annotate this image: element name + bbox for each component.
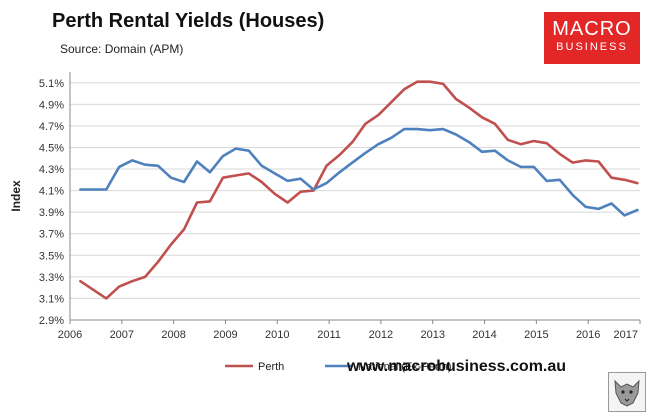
footer-url[interactable]: www.macrobusiness.com.au — [347, 358, 567, 375]
macrobusiness-logo: MACRO BUSINESS — [544, 12, 640, 64]
chart-title: Perth Rental Yields (Houses) — [52, 10, 325, 32]
y-tick-label: 3.9% — [39, 207, 64, 219]
y-tick-label: 4.5% — [39, 142, 64, 154]
logo-line-2: BUSINESS — [556, 41, 628, 53]
x-tick-label: 2007 — [110, 329, 134, 341]
x-tick-label: 2013 — [420, 329, 444, 341]
y-tick-label: 4.1% — [39, 186, 64, 198]
wolf-icon-graphic — [614, 379, 640, 407]
x-tick-label: 2009 — [213, 329, 237, 341]
series-line-perth — [79, 80, 639, 300]
y-tick-label: 5.1% — [39, 78, 64, 90]
legend-label-national: National (Ex-Perth) — [358, 361, 452, 373]
y-tick-label: 3.1% — [39, 293, 64, 305]
chart-source: Source: Domain (APM) — [60, 42, 184, 56]
x-tick-label: 2006 — [58, 329, 82, 341]
y-tick-label: 3.7% — [39, 229, 64, 241]
y-axis-title: Index — [9, 180, 23, 212]
legend-label-perth: Perth — [258, 361, 284, 373]
y-tick-label: 2.9% — [39, 315, 64, 327]
x-tick-label: 2014 — [472, 329, 496, 341]
y-tick-label: 4.3% — [39, 164, 64, 176]
x-tick-label: 2012 — [369, 329, 393, 341]
y-tick-label: 4.9% — [39, 99, 64, 111]
y-tick-label: 3.3% — [39, 272, 64, 284]
y-tick-label: 4.7% — [39, 121, 64, 133]
logo-line-1: MACRO — [552, 18, 632, 40]
x-tick-label: 2015 — [524, 329, 548, 341]
wolf-logo-icon — [608, 372, 646, 412]
y-tick-label: 3.5% — [39, 250, 64, 262]
x-tick-label: 2008 — [161, 329, 185, 341]
series-line-national — [79, 127, 639, 217]
x-tick-label: 2016 — [576, 329, 600, 341]
x-tick-label: 2011 — [317, 329, 341, 341]
x-tick-label: 2010 — [265, 329, 289, 341]
x-tick-label: 2017 — [614, 329, 638, 341]
